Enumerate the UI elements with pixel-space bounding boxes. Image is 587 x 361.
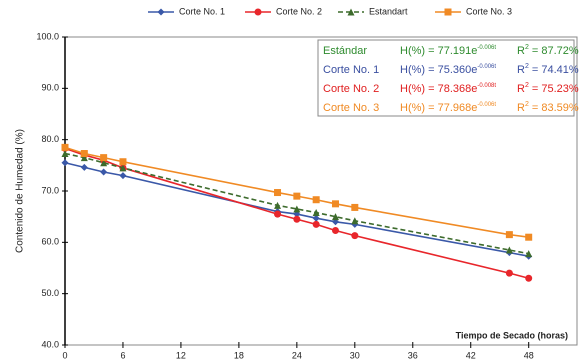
x-tick-label: 0 (62, 350, 67, 360)
data-point (119, 164, 127, 172)
data-point (312, 214, 320, 222)
data-point (312, 220, 320, 228)
data-point (525, 233, 533, 241)
data-point (100, 159, 108, 167)
formula-text: H(%) = 78.368e (400, 83, 477, 95)
data-point (293, 205, 301, 213)
annotation-r2: R2 = 74.41% (517, 63, 579, 76)
x-tick-label: 6 (120, 350, 125, 360)
x-tick-label: 12 (176, 350, 186, 360)
data-point (351, 232, 359, 240)
data-point (351, 217, 359, 225)
r2-sup: 2 (525, 63, 529, 70)
annotation-formula: H(%) = 75.360e-0.006t (400, 64, 496, 76)
y-tick-label: 50.0 (41, 288, 59, 298)
y-tick-label: 90.0 (41, 83, 59, 93)
r2-sup: 2 (525, 101, 529, 108)
data-point (505, 246, 513, 254)
data-point (274, 201, 282, 209)
formula-exponent: -0.006t (477, 45, 496, 51)
y-tick-label: 70.0 (41, 185, 59, 195)
formula-exponent: -0.006t (477, 64, 496, 70)
legend-label: Estandart (369, 6, 408, 16)
data-point (331, 213, 339, 221)
annotation-name: Estándar (323, 45, 367, 57)
data-point (61, 150, 69, 158)
formula-text: H(%) = 75.360e (400, 64, 477, 76)
annotation-formula: H(%) = 77.191e-0.006t (400, 45, 496, 57)
annotation-name: Corte No. 1 (323, 64, 379, 76)
legend-label: Corte No. 1 (179, 6, 225, 16)
x-axis-label: Tiempo de Secado (horas) (456, 330, 568, 340)
data-point (293, 215, 301, 223)
r2-value: = 87.72% (529, 45, 579, 57)
r2-text: R (517, 64, 525, 76)
data-point (505, 269, 513, 277)
data-point (505, 231, 513, 239)
r2-value: = 75.23% (529, 83, 579, 95)
r2-value: = 74.41% (529, 64, 579, 76)
legend-marker (444, 8, 452, 16)
x-tick-label: 48 (524, 350, 534, 360)
annotation-formula: H(%) = 77.968e-0.006t (400, 102, 496, 114)
x-tick-label: 18 (234, 350, 244, 360)
data-point (80, 163, 88, 171)
data-point (351, 203, 359, 211)
series-line (64, 152, 529, 255)
r2-sup: 2 (525, 82, 529, 89)
annotation-r2: R2 = 75.23% (517, 82, 579, 95)
r2-sup: 2 (525, 44, 529, 51)
data-point (312, 209, 320, 217)
data-point (80, 150, 88, 158)
annotation-formula: H(%) = 78.368e-0.008t (400, 83, 496, 95)
annotation-name: Corte No. 2 (323, 83, 379, 95)
r2-text: R (517, 83, 525, 95)
r2-text: R (517, 102, 525, 114)
series-line (64, 146, 529, 238)
y-tick-label: 60.0 (41, 237, 59, 247)
x-tick-label: 24 (292, 350, 302, 360)
x-tick-label: 30 (350, 350, 360, 360)
data-point (525, 274, 533, 282)
legend-label: Corte No. 2 (276, 6, 322, 16)
data-point (100, 154, 108, 162)
annotation-box (317, 39, 575, 117)
data-point (312, 196, 320, 204)
data-point (80, 154, 88, 162)
legend-marker (254, 8, 262, 16)
y-tick-label: 80.0 (41, 134, 59, 144)
x-tick-label: 36 (408, 350, 418, 360)
data-point (331, 200, 339, 208)
data-point (61, 143, 69, 151)
y-tick-label: 40.0 (41, 339, 59, 349)
y-axis-label: Contenido de Humedad (%) (15, 129, 26, 253)
r2-text: R (517, 45, 525, 57)
legend-label: Corte No. 3 (466, 6, 512, 16)
data-point (119, 158, 127, 166)
legend-marker (157, 8, 165, 16)
data-point (119, 172, 127, 180)
data-point (525, 250, 533, 258)
data-point (61, 159, 69, 167)
data-point (293, 192, 301, 200)
formula-text: H(%) = 77.968e (400, 102, 477, 114)
data-point (274, 189, 282, 197)
data-point (331, 227, 339, 235)
formula-exponent: -0.008t (477, 83, 496, 89)
data-point (274, 210, 282, 218)
formula-text: H(%) = 77.191e (400, 45, 477, 57)
y-tick-label: 100.0 (36, 31, 59, 41)
formula-exponent: -0.006t (477, 102, 496, 108)
legend-marker (347, 8, 355, 16)
data-point (100, 168, 108, 176)
r2-value: = 83.59% (529, 102, 579, 114)
x-tick-label: 42 (466, 350, 476, 360)
annotation-r2: R2 = 83.59% (517, 101, 579, 114)
annotation-r2: R2 = 87.72% (517, 44, 579, 57)
annotation-name: Corte No. 3 (323, 102, 379, 114)
